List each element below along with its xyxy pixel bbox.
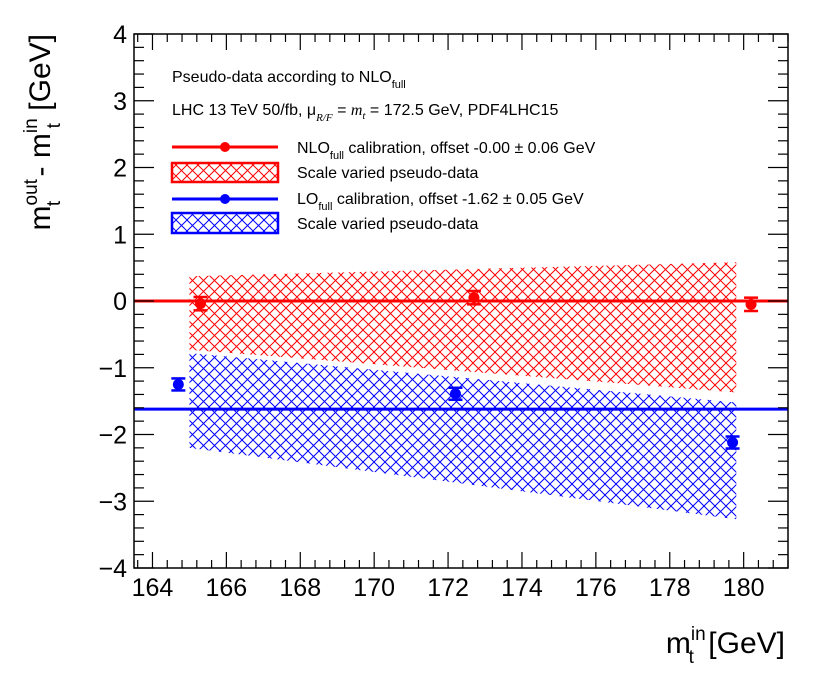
scale-bands [189,262,737,520]
x-tick-label: 178 [649,574,691,602]
legend-lo-band-swatch [170,211,280,235]
data-points [171,289,759,450]
marker [745,298,757,310]
legend-nlo-marker [220,142,230,152]
y-axis-title: mout t - min t [GeV] [21,34,65,230]
legend-entry-lo-calibration: LOfull calibration, offset -1.62 ± 0.05 … [172,191,584,213]
marker [172,378,184,390]
x-tick-label: 176 [575,574,617,602]
marker [727,437,739,449]
data-point-nlo-2 [466,289,481,306]
legend: NLOfull calibration, offset -0.00 ± 0.06… [170,140,596,235]
legend-lo-band-label: Scale varied pseudo-data [297,216,479,233]
legend-nlo-label: NLOfull calibration, offset -0.00 ± 0.06… [297,140,596,162]
y-tick-label: 1 [113,221,127,249]
y-tick-label: −3 [98,488,127,516]
y-tick-label: 0 [113,288,127,316]
x-tick-label: 166 [206,574,248,602]
x-tick-label: 168 [279,574,321,602]
scale-band-nlo [189,262,737,393]
marker [195,298,207,310]
x-tick-label: 164 [132,574,174,602]
y-tick-label: 3 [113,88,127,116]
x-axis-title: min t [GeV] [666,624,785,668]
marker [449,388,461,400]
legend-entry-nlo-calibration: NLOfull calibration, offset -0.00 ± 0.06… [172,140,596,162]
x-tick-label: 172 [427,574,469,602]
y-tick-label: −1 [98,355,127,383]
header-line-2: LHC 13 TeV 50/fb, μR/F = mt = 172.5 GeV,… [172,102,558,124]
legend-entry-lo-band: Scale varied pseudo-data [170,211,479,235]
legend-nlo-band-swatch [170,161,280,184]
y-tick-label: −2 [98,422,127,450]
data-point-lo-2 [448,386,463,402]
x-tick-label: 180 [723,574,765,602]
y-tick-label: 2 [113,155,127,183]
legend-nlo-band-label: Scale varied pseudo-data [297,165,479,182]
data-point-lo-1 [171,377,186,392]
legend-lo-marker [220,194,230,204]
header-line-1: Pseudo-data according to NLOfull [172,69,406,91]
axis-tick-labels: 164 166 168 170 172 174 176 178 180 −4 −3 −2 −1 0 1 2 3 4 [98,21,764,602]
scale-band-lo [189,353,737,520]
data-point-nlo-1 [193,295,208,312]
x-tick-label: 170 [353,574,395,602]
marker [468,292,480,304]
data-point-nlo-3 [744,296,759,313]
legend-lo-label: LOfull calibration, offset -1.62 ± 0.05 … [297,191,584,213]
legend-entry-nlo-band: Scale varied pseudo-data [170,161,479,184]
data-point-lo-3 [725,435,740,450]
x-tick-label: 174 [501,574,543,602]
y-tick-label: 4 [113,21,127,49]
axis-ticks [134,33,789,569]
y-tick-label: −4 [98,555,127,583]
offset-lines [134,299,788,411]
